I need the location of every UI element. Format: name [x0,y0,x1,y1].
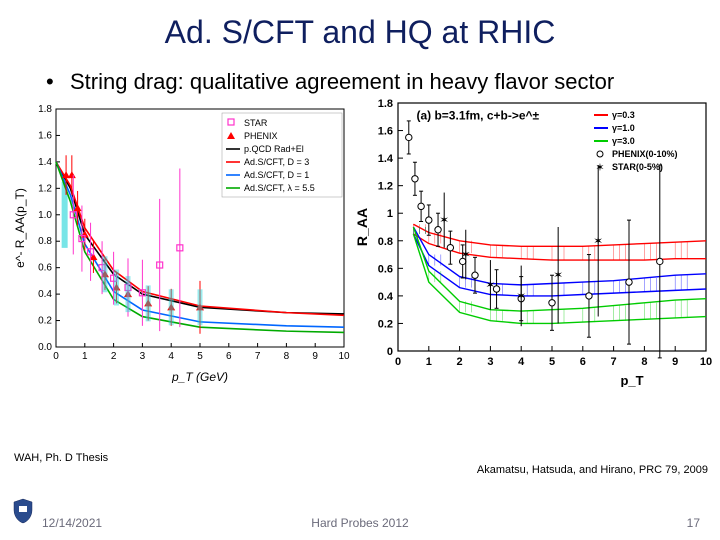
svg-text:2: 2 [111,351,117,362]
svg-text:9: 9 [672,356,678,368]
svg-text:7: 7 [611,356,617,368]
svg-text:0.2: 0.2 [378,318,393,330]
svg-text:0.6: 0.6 [38,263,52,274]
svg-text:0.4: 0.4 [38,289,52,300]
svg-text:6: 6 [226,351,232,362]
svg-text:γ=0.3: γ=0.3 [612,110,635,120]
svg-text:6: 6 [580,356,586,368]
svg-text:γ=1.0: γ=1.0 [612,123,635,133]
svg-text:1: 1 [82,351,88,362]
svg-text:Ad.S/CFT, λ = 5.5: Ad.S/CFT, λ = 5.5 [244,183,315,193]
svg-text:0.8: 0.8 [378,236,393,248]
svg-text:1.4: 1.4 [38,157,52,168]
shield-icon [12,498,34,524]
svg-text:1.2: 1.2 [38,183,52,194]
svg-text:✶: ✶ [595,162,604,174]
footer-page: 17 [687,516,700,530]
svg-text:4: 4 [168,351,174,362]
bullet-text: String drag: qualitative agreement in he… [0,51,720,103]
svg-text:✶: ✶ [439,213,449,227]
svg-text:1: 1 [426,356,432,368]
svg-text:0.2: 0.2 [38,316,52,327]
svg-text:✶: ✶ [516,289,526,303]
svg-text:1.8: 1.8 [378,98,393,110]
svg-text:γ=3.0: γ=3.0 [612,136,635,146]
footer-center: Hard Probes 2012 [311,516,408,530]
caption-right: Akamatsu, Hatsuda, and Hirano, PRC 79, 2… [477,464,708,476]
charts-container: 0123456789100.00.20.40.60.81.01.21.41.61… [0,103,720,413]
svg-text:Ad.S/CFT, D = 1: Ad.S/CFT, D = 1 [244,170,309,180]
svg-text:7: 7 [255,351,261,362]
svg-text:0: 0 [53,351,59,362]
svg-text:0.8: 0.8 [38,236,52,247]
svg-text:0.0: 0.0 [38,342,52,353]
svg-text:Ad.S/CFT, D = 3: Ad.S/CFT, D = 3 [244,157,309,167]
svg-text:p_T: p_T [620,373,643,387]
svg-text:1.6: 1.6 [38,130,52,141]
svg-text:8: 8 [284,351,290,362]
svg-text:(a) b=3.1fm, c+b->e^±: (a) b=3.1fm, c+b->e^± [416,109,539,123]
svg-text:10: 10 [700,356,712,368]
svg-text:✶: ✶ [593,234,603,248]
svg-text:2: 2 [457,356,463,368]
svg-text:1.8: 1.8 [38,104,52,115]
right-chart: 0 1 2 3 4 5 6 7 8 9 10 0 0.2 0.4 0.6 0.8 1 1.2 1.4 1.6 1.8 ✶ ✶… [352,97,712,387]
svg-text:PHENIX: PHENIX [244,131,278,141]
svg-text:STAR: STAR [244,118,268,128]
svg-text:1: 1 [387,208,393,220]
svg-text:PHENIX(0-10%): PHENIX(0-10%) [612,149,678,159]
svg-text:4: 4 [518,356,525,368]
footer-date: 12/14/2021 [42,516,102,530]
slide: Ad. S/CFT and HQ at RHIC String drag: qu… [0,0,720,540]
slide-title: Ad. S/CFT and HQ at RHIC [0,0,720,51]
footer: 12/14/2021 Hard Probes 2012 17 [0,508,720,530]
svg-text:STAR(0-5%): STAR(0-5%) [612,162,663,172]
svg-text:✶: ✶ [461,248,471,262]
svg-text:0: 0 [395,356,401,368]
svg-text:1.2: 1.2 [378,181,393,193]
svg-text:p.QCD Rad+El: p.QCD Rad+El [244,144,304,154]
svg-text:1.4: 1.4 [378,153,394,165]
svg-text:5: 5 [549,356,555,368]
svg-text:3: 3 [140,351,146,362]
svg-text:8: 8 [641,356,647,368]
svg-text:0.4: 0.4 [378,291,394,303]
svg-text:e^- R_AA(p_T): e^- R_AA(p_T) [13,188,27,268]
svg-text:p_T (GeV): p_T (GeV) [171,370,228,383]
svg-text:9: 9 [312,351,318,362]
svg-text:✶: ✶ [485,278,495,292]
svg-text:1.0: 1.0 [38,210,52,221]
svg-text:10: 10 [338,351,350,362]
svg-text:R_AA: R_AA [354,208,370,246]
left-chart: 0 1 2 3 4 5 6 7 8 9 10 0.0 0.2 0.4 0.6 0.8 1.0 1.2 1.4 1.6 1… [10,103,350,383]
svg-text:0.6: 0.6 [378,263,393,275]
svg-text:3: 3 [487,356,493,368]
caption-left: WAH, Ph. D Thesis [14,452,108,464]
svg-text:1.6: 1.6 [378,126,393,138]
svg-text:0: 0 [387,346,393,358]
svg-text:5: 5 [197,351,203,362]
svg-text:✶: ✶ [553,268,563,282]
